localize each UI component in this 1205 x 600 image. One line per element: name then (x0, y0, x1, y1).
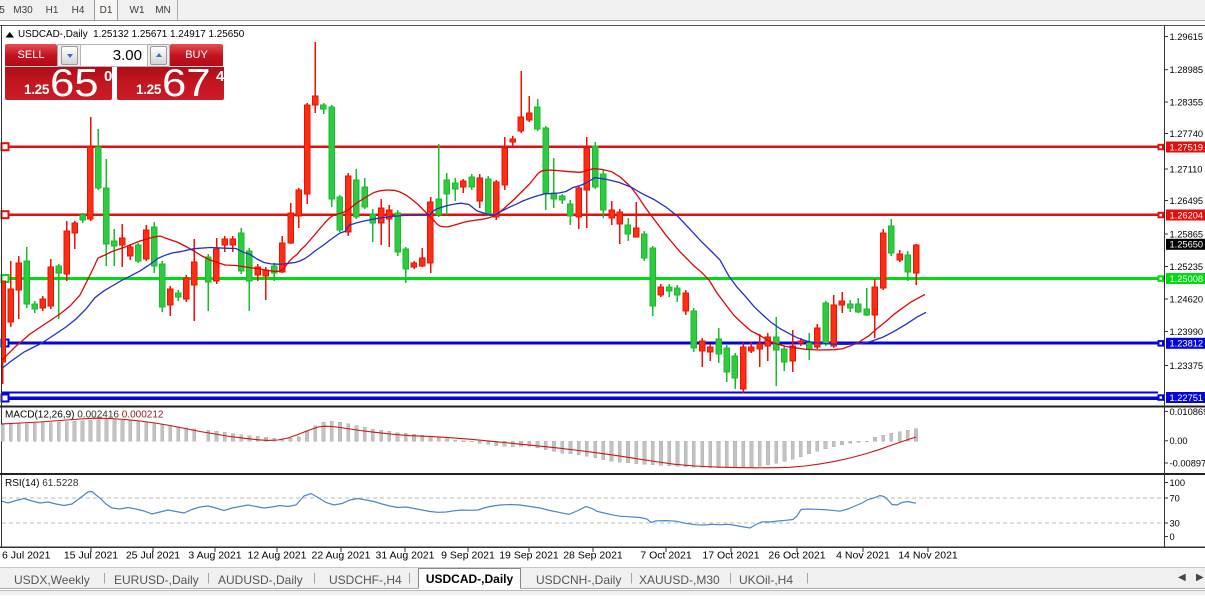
svg-text:1.25650: 1.25650 (1170, 240, 1204, 250)
svg-text:1.27110: 1.27110 (1170, 164, 1203, 174)
svg-text:28 Sep 2021: 28 Sep 2021 (563, 550, 623, 562)
svg-text:25 Jul 2021: 25 Jul 2021 (126, 550, 180, 562)
svg-text:6 Jul 2021: 6 Jul 2021 (2, 550, 51, 562)
svg-text:1.25865: 1.25865 (1170, 229, 1204, 239)
svg-text:30: 30 (1170, 518, 1180, 528)
svg-text:26 Oct 2021: 26 Oct 2021 (768, 550, 825, 562)
svg-text:1.27740: 1.27740 (1170, 129, 1204, 139)
svg-text:1.26495: 1.26495 (1170, 196, 1204, 206)
svg-text:USDCAD-,Daily 1.25132 1.25671: USDCAD-,Daily 1.25132 1.25671 1.24917 1.… (18, 29, 245, 40)
svg-text:0: 0 (1170, 532, 1175, 542)
svg-text:1.25235: 1.25235 (1170, 262, 1204, 272)
svg-text:9 Sep 2021: 9 Sep 2021 (441, 550, 495, 562)
svg-text:17 Oct 2021: 17 Oct 2021 (702, 550, 759, 562)
svg-text:1.28355: 1.28355 (1170, 97, 1204, 107)
svg-text:19 Sep 2021: 19 Sep 2021 (499, 550, 559, 562)
svg-text:1.28985: 1.28985 (1170, 65, 1204, 75)
svg-text:3 Aug 2021: 3 Aug 2021 (188, 550, 241, 562)
svg-text:1.27519: 1.27519 (1170, 142, 1204, 152)
svg-text:0.00: 0.00 (1170, 436, 1188, 446)
svg-text:-0.008974: -0.008974 (1170, 458, 1205, 468)
svg-text:31 Aug 2021: 31 Aug 2021 (376, 550, 435, 562)
svg-text:15 Jul 2021: 15 Jul 2021 (64, 550, 118, 562)
svg-text:70: 70 (1170, 493, 1180, 503)
svg-text:MACD(12,26,9) 0.002416 0.00021: MACD(12,26,9) 0.002416 0.000212 (5, 410, 164, 421)
svg-text:0.010869: 0.010869 (1170, 407, 1205, 417)
svg-text:1.23375: 1.23375 (1170, 361, 1204, 371)
svg-text:12 Aug 2021: 12 Aug 2021 (248, 550, 307, 562)
svg-text:100: 100 (1170, 478, 1186, 488)
svg-text:1.23990: 1.23990 (1170, 327, 1204, 337)
svg-text:1.22751: 1.22751 (1170, 393, 1204, 403)
svg-text:14 Nov 2021: 14 Nov 2021 (898, 550, 958, 562)
svg-text:1.26204: 1.26204 (1170, 210, 1204, 220)
svg-text:22 Aug 2021: 22 Aug 2021 (312, 550, 371, 562)
svg-text:1.23812: 1.23812 (1170, 339, 1204, 349)
svg-text:4 Nov 2021: 4 Nov 2021 (836, 550, 890, 562)
svg-text:1.29615: 1.29615 (1170, 32, 1204, 42)
svg-text:1.25008: 1.25008 (1170, 274, 1204, 284)
svg-text:7 Oct 2021: 7 Oct 2021 (640, 550, 692, 562)
svg-text:1.24620: 1.24620 (1170, 294, 1204, 304)
svg-text:RSI(14) 61.5228: RSI(14) 61.5228 (5, 478, 79, 489)
